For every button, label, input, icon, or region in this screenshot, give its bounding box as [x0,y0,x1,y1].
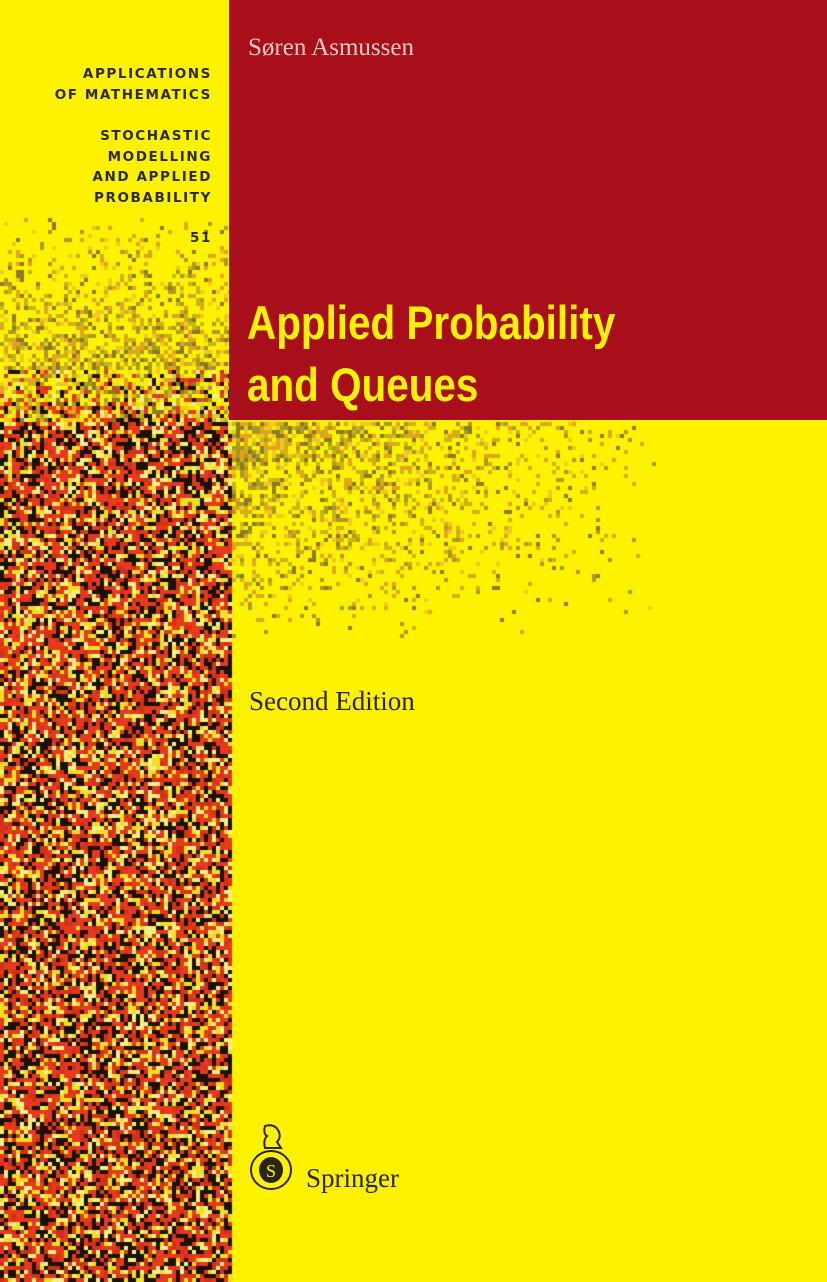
book-title: Applied Probability and Queues [247,292,615,416]
title-block [229,0,827,420]
series-line: PROBABILITY [93,189,212,206]
title-line: Applied Probability [247,296,616,349]
series-line: MODELLING [107,148,212,165]
series-line: OF MATHEMATICS [54,86,212,103]
series-line: AND APPLIED [92,169,212,185]
author: Søren Asmussen [248,34,414,61]
series-line: STOCHASTIC [100,128,212,144]
series-line: APPLICATIONS [82,66,212,82]
series-name: APPLICATIONS OF MATHEMATICS [55,64,212,105]
subseries-name: STOCHASTIC MODELLING AND APPLIED PROBABI… [92,126,212,208]
edition: Second Edition [249,686,415,716]
title-line: and Queues [247,358,479,411]
publisher-name: Springer [306,1163,399,1193]
volume-number: 51 [190,230,212,246]
springer-knight-icon: S [250,1124,292,1190]
svg-text:S: S [266,1161,276,1181]
